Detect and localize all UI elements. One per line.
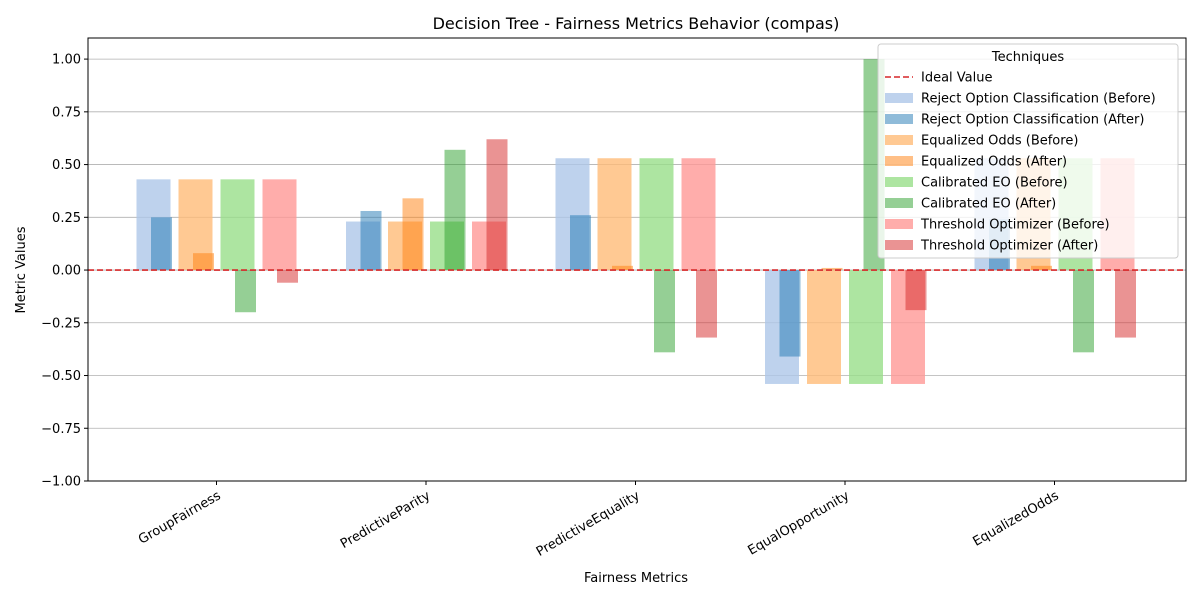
y-tick-label: 1.00 [52,53,81,68]
legend-swatch [885,93,913,103]
legend-label: Reject Option Classification (Before) [921,92,1156,107]
legend-swatch [885,198,913,208]
bar [681,158,716,271]
y-tick-label: −0.50 [41,369,81,384]
legend-swatch [885,156,913,166]
x-tick-label: EqualOpportunity [746,488,853,558]
legend-label: Ideal Value [921,71,993,86]
legend-swatch [885,177,913,187]
bar [220,179,255,271]
bar [696,270,717,338]
bar [235,270,256,313]
y-tick-label: 0.50 [52,158,81,173]
x-tick-label: GroupFairness [136,488,224,547]
bar [1115,270,1136,338]
legend-label: Equalized Odds (Before) [921,134,1078,149]
legend-label: Equalized Odds (After) [921,155,1067,170]
legend-box [877,43,1179,259]
bar [807,270,841,384]
bar [821,267,843,271]
y-tick-label: 0.75 [52,105,81,120]
chart-title: Decision Tree - Fairness Metrics Behavio… [433,14,840,33]
bar [779,270,801,357]
x-tick-label: PredictiveEquality [534,488,643,560]
bar [486,139,508,271]
legend: Techniques Ideal Value Reject Option Class… [877,43,1179,259]
bar [151,217,172,271]
bar [597,158,632,271]
legend-label: Threshold Optimizer (Before) [920,218,1110,233]
bar [612,265,633,271]
y-tick-label: −0.25 [41,316,81,331]
bar [1031,265,1052,271]
y-tick-label: −0.75 [41,422,81,437]
legend-label: Threshold Optimizer (After) [920,239,1098,254]
x-tick-label: PredictiveParity [338,488,433,552]
bar [1073,270,1094,353]
x-tick-label: EqualizedOdds [970,488,1061,549]
x-axis-title: Fairness Metrics [584,571,688,586]
bar [905,270,927,311]
bar [444,149,466,271]
legend-label: Reject Option Classification (After) [921,113,1144,128]
legend-swatch [885,219,913,229]
bar [193,253,214,271]
legend-label: Calibrated EO (After) [921,197,1056,212]
bar [402,198,424,271]
legend-swatch [885,114,913,124]
bar [639,158,674,271]
legend-swatch [885,240,913,250]
bar [570,215,591,271]
bar [262,179,297,271]
bar [654,270,675,353]
plot-frame [87,37,1187,482]
bar [849,270,883,384]
legend-label: Calibrated EO (Before) [921,176,1068,191]
legend-swatch [885,135,913,145]
legend-title: Techniques [991,50,1064,65]
y-tick-label: 0.25 [52,211,81,226]
bar [360,210,382,271]
y-tick-label: 0.00 [52,264,81,279]
y-axis-title: Metric Values [14,226,29,313]
y-tick-label: −1.00 [41,475,81,490]
bar [277,270,298,283]
